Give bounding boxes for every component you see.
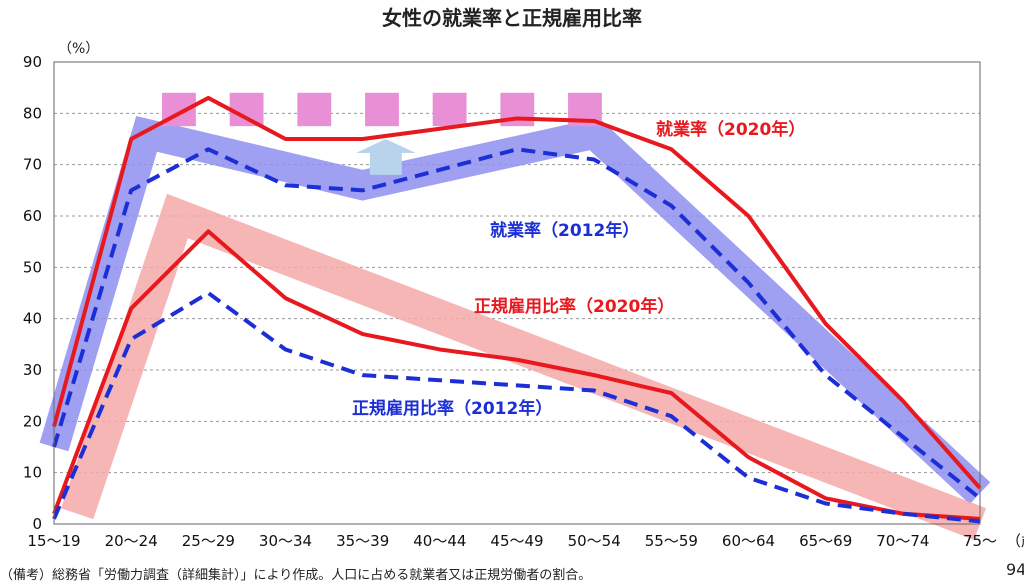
y-axis-unit: （%） <box>58 41 100 57</box>
trend-bands <box>39 115 991 540</box>
y-tick-label: 20 <box>23 412 42 430</box>
series-lines <box>52 95 982 524</box>
chart-title: 女性の就業率と正規雇用比率 <box>382 6 642 30</box>
y-tick-label: 60 <box>23 207 42 225</box>
dashed-bar-segment <box>365 92 399 127</box>
series-label-regular-2020: 正規雇用比率（2020年） <box>474 296 674 317</box>
series-line <box>52 229 981 521</box>
x-tick-label: 30～34 <box>259 532 312 550</box>
footnote: （備考）総務省「労働力調査（詳細集計）」により作成。人口に占める就業者又は正規労… <box>0 568 592 583</box>
x-tick-label: 55～59 <box>645 532 698 550</box>
up-arrow-icon <box>355 139 416 175</box>
page-number: 94 <box>1006 560 1024 579</box>
x-tick-label: 15～19 <box>27 532 80 550</box>
series-line <box>52 95 982 490</box>
x-tick-label: 70～74 <box>876 532 929 550</box>
series-label-employment-2020: 就業率（2020年） <box>656 119 805 140</box>
decorations <box>162 92 602 175</box>
x-tick-label: 40～44 <box>413 532 466 550</box>
y-tick-label: 50 <box>23 258 42 276</box>
x-tick-label: 60～64 <box>722 532 775 550</box>
x-tick-label: 35～39 <box>336 532 389 550</box>
x-tick-label: 25～29 <box>182 532 235 550</box>
y-tick-label: 0 <box>32 515 42 533</box>
y-tick-label: 90 <box>23 53 42 71</box>
x-tick-label: 50～54 <box>568 532 621 550</box>
plot-frame <box>53 61 981 525</box>
x-axis-unit: （歳） <box>1006 532 1024 550</box>
y-tick-labels: 0 10 20 30 40 50 60 70 80 90 <box>23 53 42 533</box>
x-tick-label: 20～24 <box>105 532 158 550</box>
x-tick-label: 65～69 <box>799 532 852 550</box>
x-tick-label: 45～49 <box>490 532 543 550</box>
series-line <box>52 147 982 500</box>
trend-band <box>39 115 991 505</box>
series-line <box>52 291 981 524</box>
x-tick-labels: 15～19 20～24 25～29 30～34 35～39 40～44 45～49 50～54… <box>27 532 997 550</box>
series-label-regular-2012: 正規雇用比率（2012年） <box>352 398 552 419</box>
y-tick-label: 10 <box>23 464 42 482</box>
trend-band <box>61 193 987 540</box>
y-tick-label: 70 <box>23 156 42 174</box>
y-tick-label: 40 <box>23 310 42 328</box>
series-label-employment-2012: 就業率（2012年） <box>490 220 639 241</box>
dashed-bar-segment <box>229 92 264 127</box>
dashed-bar-segment <box>297 92 332 127</box>
y-tick-label: 30 <box>23 361 42 379</box>
y-tick-label: 80 <box>23 104 42 122</box>
dashed-bar-segment <box>432 92 467 127</box>
x-tick-label: 75～ <box>963 532 997 550</box>
